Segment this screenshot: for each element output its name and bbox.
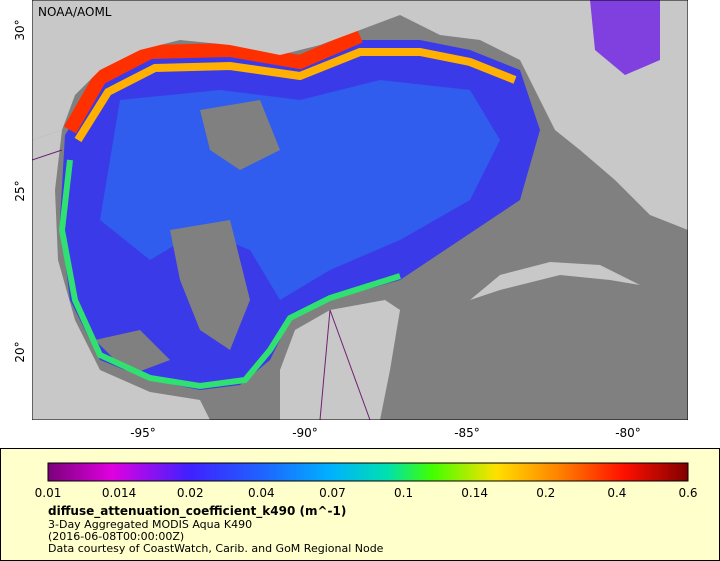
masked-patch [200,100,280,170]
colorbar-tick-label: 0.2 [536,486,555,500]
legend-line: (2016-06-08T00:00:00Z) [48,530,184,543]
land [32,0,688,230]
colorbar-tick-label: 0.07 [319,486,346,500]
land [280,300,400,420]
borders [32,149,371,420]
colorbar [47,462,689,482]
data-region [590,0,660,75]
legend-title: diffuse_attenuation_coefficient_k490 (m^… [48,504,346,519]
lon-label: -95° [130,426,156,440]
land [470,262,640,300]
coastal-high [63,29,363,134]
masked-patch [95,330,170,375]
lon-label: -80° [615,426,641,440]
colorbar-tick-label: 0.04 [248,486,275,500]
masked-patch [170,220,250,350]
colorbar-tick-label: 0.01 [35,486,62,500]
colorbar-tick-label: 0.4 [607,486,626,500]
legend-line: Data courtesy of CoastWatch, Carib. and … [48,542,384,555]
coastal-green [58,159,401,390]
coastal-mid [74,48,517,143]
credit: NOAA/AOML [38,5,112,19]
colorbar-tick-label: 0.1 [394,486,413,500]
lon-label: -90° [292,426,318,440]
land [32,130,210,420]
lat-label: 20° [13,341,27,362]
colorbar-tick-label: 0.14 [461,486,488,500]
colorbar-tick-label: 0.02 [177,486,204,500]
lat-label: 30° [13,19,27,40]
lat-label: 25° [13,180,27,201]
legend-line: 3-Day Aggregated MODIS Aqua K490 [48,518,252,531]
data-region-light [100,80,500,300]
lon-label: -85° [454,426,480,440]
map [32,0,688,420]
colorbar-tick-label: 0.6 [678,486,697,500]
colorbar-ticks: 0.01 0.014 0.02 0.04 0.07 0.1 0.14 0.2 0.4 0.6 [35,486,698,500]
colorbar-tick-label: 0.014 [102,486,136,500]
